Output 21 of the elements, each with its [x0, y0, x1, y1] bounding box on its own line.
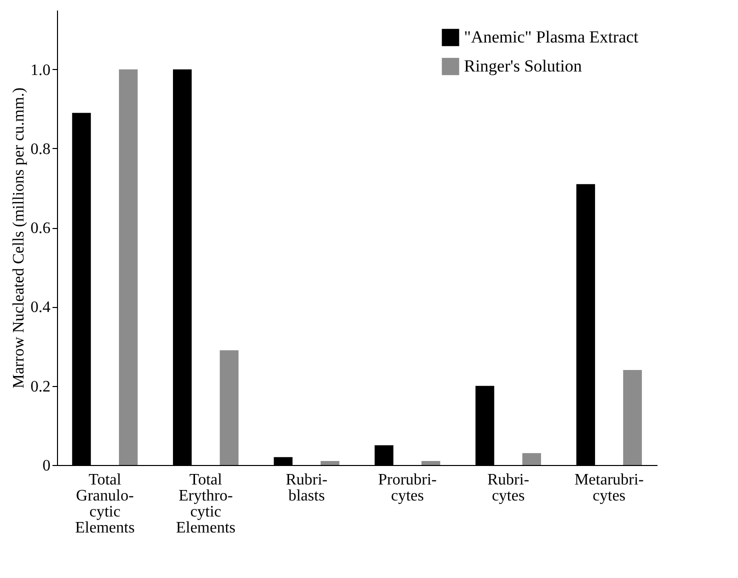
y-tick-label: 0 [42, 458, 50, 474]
y-tick-label: 0.8 [30, 140, 50, 158]
y-axis-title: Marrow Nucleated Cells (millions per cu.mm.) [10, 88, 28, 388]
x-tick-label: Total Granulo- cytic Elements [75, 472, 135, 536]
x-tick-label: Prorubri- cytes [378, 472, 437, 504]
y-tick-label: 1.0 [30, 62, 50, 79]
bar [118, 69, 138, 465]
legend-label: Ringer's Solution [464, 56, 582, 76]
x-tick-label: Total Erythro- cytic Elements [176, 472, 236, 536]
x-tick-label: Rubri- cytes [487, 472, 530, 504]
x-tick-label: Rubri- blasts [286, 472, 328, 504]
y-tick-label: 0.6 [30, 220, 50, 238]
bar [421, 461, 440, 465]
y-tick-label: 0.4 [30, 299, 50, 316]
bar [220, 350, 239, 465]
y-tick-label: 0.2 [30, 378, 50, 396]
bar [623, 370, 642, 465]
x-tick-label: Metarubri- cytes [574, 472, 644, 504]
bar [320, 461, 340, 465]
bar [522, 453, 542, 465]
legend-label: "Anemic" Plasma Extract [464, 28, 639, 46]
